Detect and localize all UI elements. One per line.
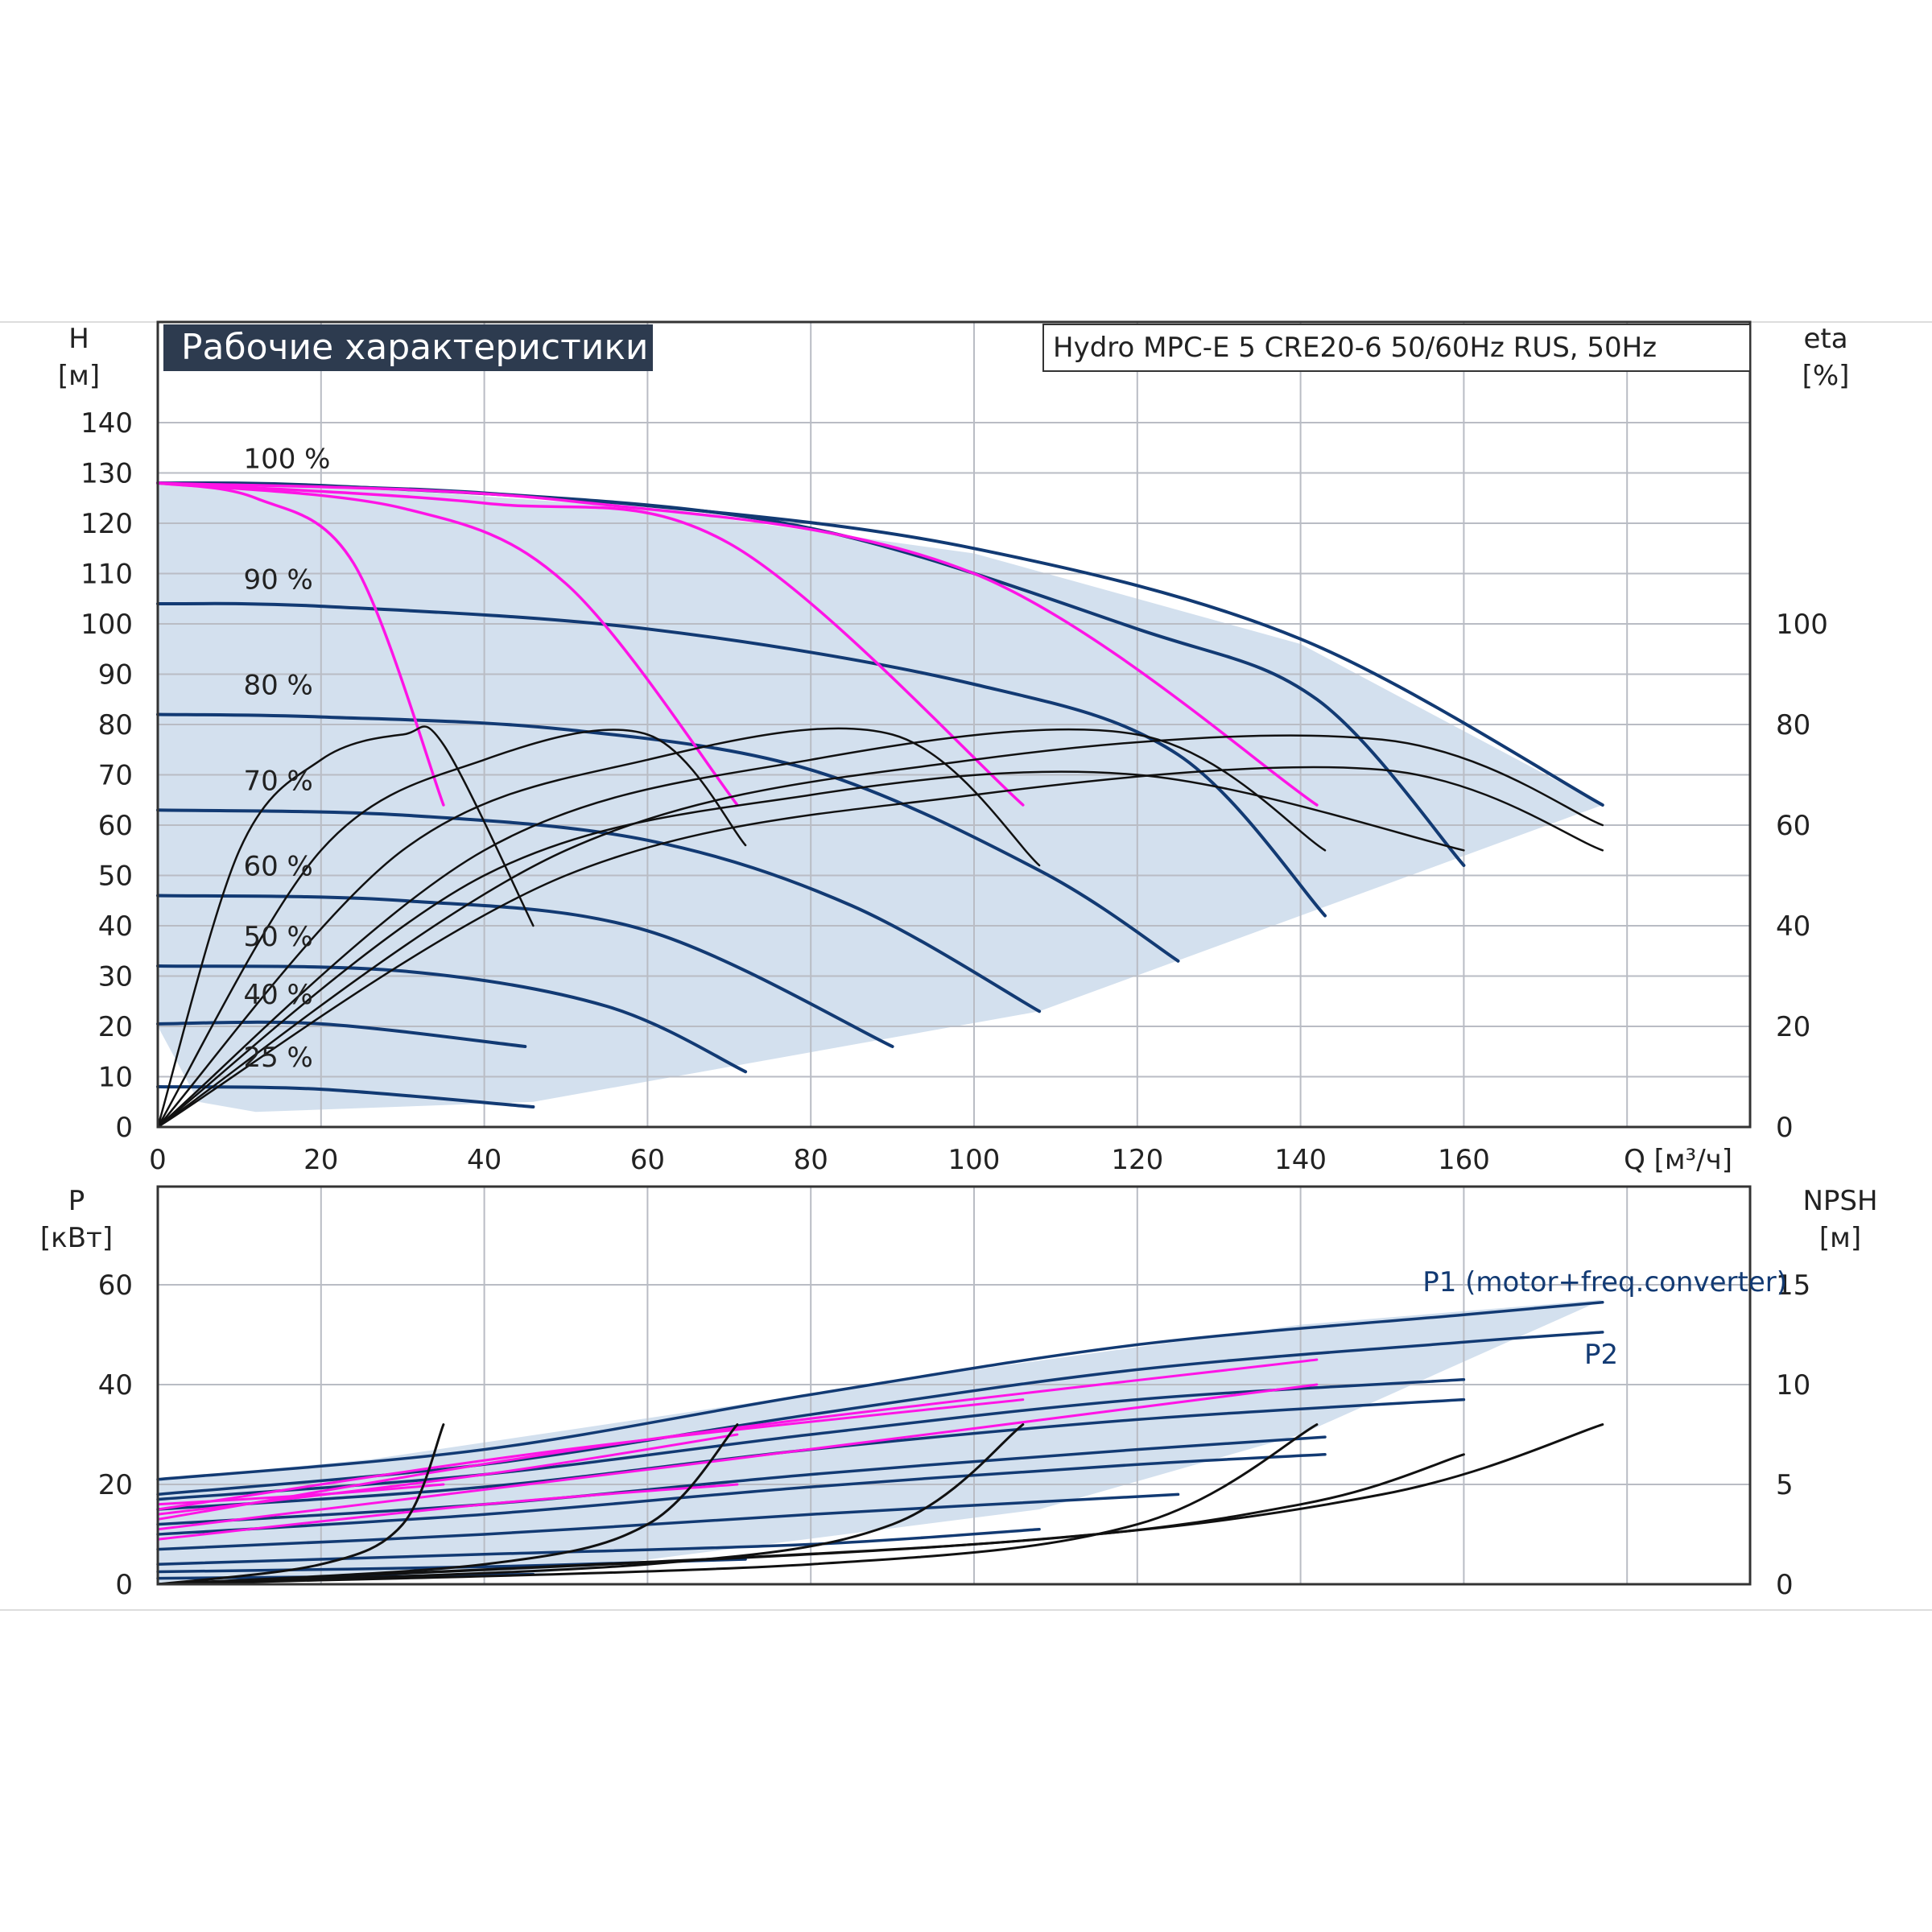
- y2-axis-label: eta: [1803, 323, 1847, 355]
- npsh-curve: [156, 1423, 1319, 1586]
- chart-title: Рабочие характеристики: [181, 327, 649, 368]
- efficiency-curve: [156, 734, 1604, 1129]
- efficiency-curve: [156, 727, 1041, 1129]
- head-curve: [156, 894, 894, 1048]
- npsh-curve: [156, 1423, 445, 1586]
- x-tick-label: 100: [948, 1144, 1001, 1176]
- y2-tick-label: 10: [1776, 1369, 1810, 1402]
- speed-label: 90 %: [243, 564, 312, 596]
- y-tick-label: 0: [115, 1569, 133, 1601]
- y-tick-label: 60: [98, 810, 133, 842]
- power-curve: [156, 1453, 1327, 1536]
- y2-tick-label: 20: [1776, 1011, 1810, 1043]
- y-tick-label: 50: [98, 861, 133, 893]
- y2-tick-label: 5: [1776, 1469, 1794, 1501]
- speed-label: 25 %: [243, 1042, 312, 1074]
- speed-label: 100 %: [243, 443, 330, 475]
- y-axis-label: H: [68, 323, 89, 355]
- efficiency-curve: [156, 729, 747, 1129]
- y2-tick-label: 15: [1776, 1269, 1810, 1302]
- speed-label: 50 %: [243, 921, 312, 953]
- pump-count-curve: [156, 481, 1319, 807]
- chart-subtitle: Hydro MPC-E 5 CRE20-6 50/60Hz RUS, 50Hz: [1053, 332, 1657, 364]
- x-tick-label: 140: [1274, 1144, 1327, 1176]
- y-tick-label: 120: [80, 508, 133, 540]
- y-tick-label: 40: [98, 1369, 133, 1402]
- x-tick-label: 20: [303, 1144, 338, 1176]
- y-axis-label: [м]: [58, 360, 100, 392]
- y-tick-label: 90: [98, 659, 133, 691]
- speed-label: 40 %: [243, 979, 312, 1011]
- head-curve: [156, 601, 1327, 918]
- y-axis-label: P: [68, 1185, 85, 1217]
- efficiency-curve: [156, 728, 1327, 1129]
- series-label: P2: [1584, 1339, 1618, 1371]
- y-tick-label: 10: [98, 1062, 133, 1094]
- y-tick-label: 140: [80, 407, 133, 440]
- pump-count-power-curve: [156, 1483, 739, 1541]
- power-curve: [156, 1528, 1041, 1566]
- y-tick-label: 70: [98, 760, 133, 792]
- y2-tick-label: 40: [1776, 910, 1810, 943]
- x-tick-label: 160: [1438, 1144, 1490, 1176]
- y2-tick-label: 0: [1776, 1569, 1794, 1601]
- y2-tick-label: 80: [1776, 709, 1810, 741]
- pump-count-curve: [156, 481, 739, 807]
- title-box: [163, 324, 653, 371]
- y-tick-label: 80: [98, 709, 133, 741]
- y-tick-label: 20: [98, 1011, 133, 1043]
- operating-area: [158, 483, 1603, 1113]
- efficiency-curve: [156, 725, 535, 1129]
- x-axis-label: Q [м³/ч]: [1624, 1144, 1732, 1176]
- pump-count-power-curve: [156, 1383, 1319, 1531]
- speed-label: 80 %: [243, 670, 312, 702]
- subtitle-box: [1042, 324, 1751, 372]
- y-axis-label: [кВт]: [40, 1222, 113, 1254]
- y-tick-label: 130: [80, 458, 133, 490]
- x-tick-label: 60: [630, 1144, 665, 1176]
- head-curve: [156, 1020, 527, 1048]
- pump-count-curve: [156, 481, 1025, 807]
- head-efficiency-panel: 0 10 20 30 40 50 60 70 80 90 100 110 120 130 140 0 20 40 6…: [58, 320, 1850, 1176]
- power-curve: [156, 1492, 1180, 1551]
- head-curve: [156, 1085, 535, 1108]
- plot-frame: [156, 320, 1752, 1129]
- pump-count-power-curve: [156, 1398, 1025, 1511]
- power-curve: [156, 1300, 1604, 1481]
- npsh-curve: [156, 1453, 1465, 1586]
- x-tick-label: 80: [794, 1144, 828, 1176]
- efficiency-curve: [156, 766, 1604, 1129]
- y2-tick-label: 0: [1776, 1112, 1794, 1144]
- speed-label: 70 %: [243, 765, 312, 797]
- efficiency-curve: [156, 770, 1465, 1129]
- power-curve: [156, 1435, 1327, 1526]
- plot-frame: [156, 1185, 1752, 1586]
- y2-axis-label: NPSH: [1802, 1185, 1877, 1217]
- y2-axis-label: [м]: [1819, 1222, 1861, 1254]
- series-label: P1 (motor+freq.converter): [1422, 1266, 1787, 1298]
- pump-count-power-curve: [156, 1358, 1319, 1521]
- speed-label: 60 %: [243, 851, 312, 883]
- y-tick-label: 30: [98, 961, 133, 993]
- y-tick-label: 110: [80, 559, 133, 591]
- x-tick-label: 120: [1111, 1144, 1163, 1176]
- y2-axis-label: [%]: [1802, 360, 1850, 392]
- y2-tick-label: 100: [1776, 609, 1828, 641]
- y-tick-label: 100: [80, 609, 133, 641]
- head-curve: [156, 808, 1042, 1013]
- y-tick-label: 20: [98, 1469, 133, 1501]
- x-tick-label: 0: [149, 1144, 167, 1176]
- y-tick-label: 60: [98, 1269, 133, 1302]
- y2-tick-label: 60: [1776, 810, 1810, 842]
- power-npsh-panel: 0 20 40 60 0 5 10 15 P [кВт] NPSH [м] P1 (motor+freq…: [40, 1185, 1878, 1601]
- x-tick-label: 40: [467, 1144, 502, 1176]
- y-tick-label: 40: [98, 910, 133, 943]
- head-curve: [156, 712, 1180, 963]
- head-curve: [156, 964, 748, 1074]
- power-curve: [156, 1331, 1604, 1496]
- y-tick-label: 0: [115, 1112, 133, 1144]
